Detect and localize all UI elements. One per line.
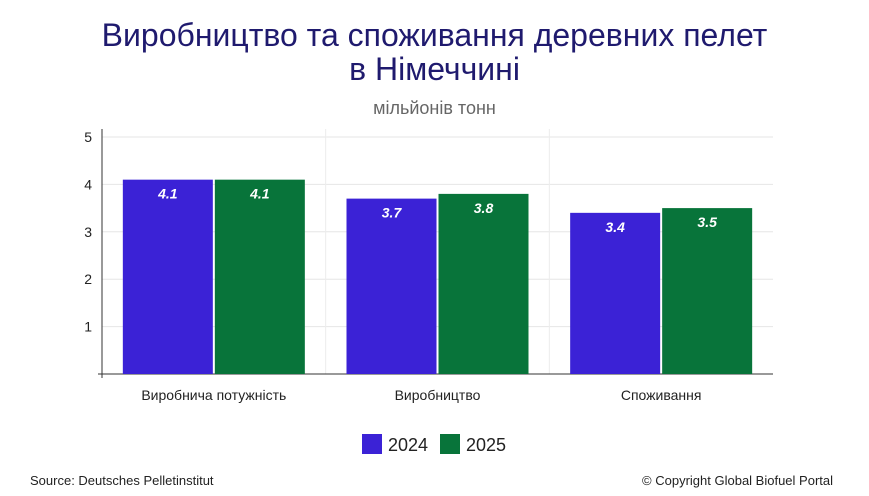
legend-swatch-2025 [440,434,460,454]
bar-2024-2 [570,212,661,374]
legend-label: 2025 [466,435,506,455]
data-label: 3.8 [474,200,494,216]
data-label: 3.4 [605,219,625,235]
legend-swatch-2024 [362,434,382,454]
data-label: 4.1 [157,186,178,202]
bar-2024-0 [122,179,213,374]
chart-subtitle: мільйонів тонн [373,98,496,118]
data-label: 3.5 [697,214,717,230]
y-tick-label: 4 [84,176,92,192]
chart-title-line-1: Виробництво та споживання деревних пелет [101,17,768,53]
chart-title-line-2: в Німеччині [349,51,520,87]
bar-2025-1 [438,193,529,374]
legend-label: 2024 [388,435,428,455]
source-note: Source: Deutsches Pelletinstitut [30,473,214,488]
data-label: 3.7 [382,205,403,221]
bar-2025-0 [214,179,305,374]
data-label: 4.1 [249,186,270,202]
copyright-note: © Copyright Global Biofuel Portal [642,473,833,488]
y-tick-label: 5 [84,129,92,145]
y-tick-label: 3 [84,224,92,240]
x-tick-label: Виробнича потужність [141,387,286,403]
x-tick-label: Споживання [621,387,702,403]
bar-2025-2 [662,208,753,374]
chart-title: Виробництво та споживання деревних пелет… [0,18,869,86]
y-tick-label: 2 [84,271,92,287]
x-tick-label: Виробництво [395,387,481,403]
bar-2024-1 [346,198,437,374]
y-tick-label: 1 [84,319,92,335]
